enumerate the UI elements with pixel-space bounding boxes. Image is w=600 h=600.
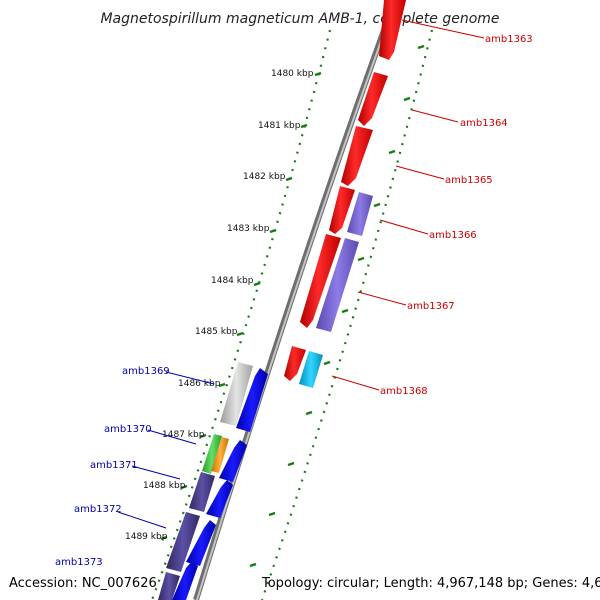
feature-amb1368-gene[interactable] [284, 346, 306, 381]
accession-text: Accession: NC_007626 [9, 576, 157, 591]
feature-amb1365[interactable] [341, 126, 373, 186]
feature-amb1373-dark[interactable] [158, 572, 180, 600]
feature-amb1372-dark[interactable] [166, 512, 200, 572]
feature-amb1370-green[interactable] [202, 434, 222, 474]
tick-label: 1480 kbp [271, 69, 314, 79]
tick-label: 1487 kbp [162, 430, 205, 440]
gene-label-amb1373[interactable]: amb1373 [55, 557, 103, 568]
gene-label-amb1363[interactable]: amb1363 [485, 34, 533, 45]
inner-major-ticks [160, 71, 322, 541]
forward-leader-lines [331, 19, 485, 391]
gene-label-amb1369[interactable]: amb1369 [122, 366, 170, 377]
tick-label: 1484 kbp [211, 276, 254, 286]
gene-label-amb1365[interactable]: amb1365 [445, 175, 493, 186]
gene-label-amb1372[interactable]: amb1372 [74, 504, 122, 515]
feature-amb1364[interactable] [358, 72, 388, 126]
topology-text: Topology: circular; Length: 4,967,148 bp… [261, 576, 600, 591]
gene-label-amb1371[interactable]: amb1371 [90, 460, 138, 471]
feature-amb1366-gene[interactable] [329, 186, 355, 234]
forward-labels: amb1363 amb1364 amb1365 amb1366 amb1367 … [380, 34, 533, 397]
gene-label-amb1364[interactable]: amb1364 [460, 118, 508, 129]
feature-amb1369-grey[interactable] [220, 362, 253, 426]
tick-label: 1483 kbp [227, 224, 270, 234]
feature-amb1367-gene[interactable] [300, 234, 341, 328]
tick-label: 1488 kbp [143, 481, 186, 491]
feature-amb1370[interactable] [219, 440, 247, 482]
feature-amb1371[interactable] [206, 480, 233, 518]
gene-label-amb1368[interactable]: amb1368 [380, 386, 428, 397]
tick-label: 1481 kbp [258, 121, 301, 131]
feature-amb1366[interactable] [347, 192, 373, 236]
map-title: Magnetospirillum magneticum AMB-1, compl… [100, 11, 499, 27]
forward-features [284, 0, 406, 388]
feature-amb1370-orange[interactable] [211, 437, 229, 473]
tick-label: 1482 kbp [243, 172, 286, 182]
outer-tick-track [260, 29, 434, 600]
feature-amb1369[interactable] [236, 368, 268, 432]
feature-amb1367[interactable] [316, 238, 359, 332]
gene-label-amb1366[interactable]: amb1366 [429, 230, 477, 241]
reverse-leader-lines [117, 371, 215, 529]
reverse-labels: amb1369 amb1370 amb1371 amb1372 amb1373 [55, 366, 170, 568]
tick-label: 1486 kbp [178, 379, 221, 389]
feature-amb1372[interactable] [186, 520, 216, 566]
inner-tick-track [150, 29, 332, 600]
feature-amb1371-dark[interactable] [189, 472, 215, 512]
feature-amb1373[interactable] [172, 561, 198, 600]
feature-amb1363[interactable] [379, 0, 406, 60]
feature-amb1368[interactable] [299, 351, 323, 388]
reverse-features [158, 362, 268, 600]
tick-labels: 1480 kbp 1481 kbp 1482 kbp 1483 kbp 1484… [125, 69, 314, 542]
gene-label-amb1367[interactable]: amb1367 [407, 301, 455, 312]
tick-label: 1485 kbp [195, 327, 238, 337]
outer-major-ticks [249, 44, 425, 568]
gene-label-amb1370[interactable]: amb1370 [104, 424, 152, 435]
tick-label: 1489 kbp [125, 532, 168, 542]
backbone-highlight [196, 0, 397, 600]
